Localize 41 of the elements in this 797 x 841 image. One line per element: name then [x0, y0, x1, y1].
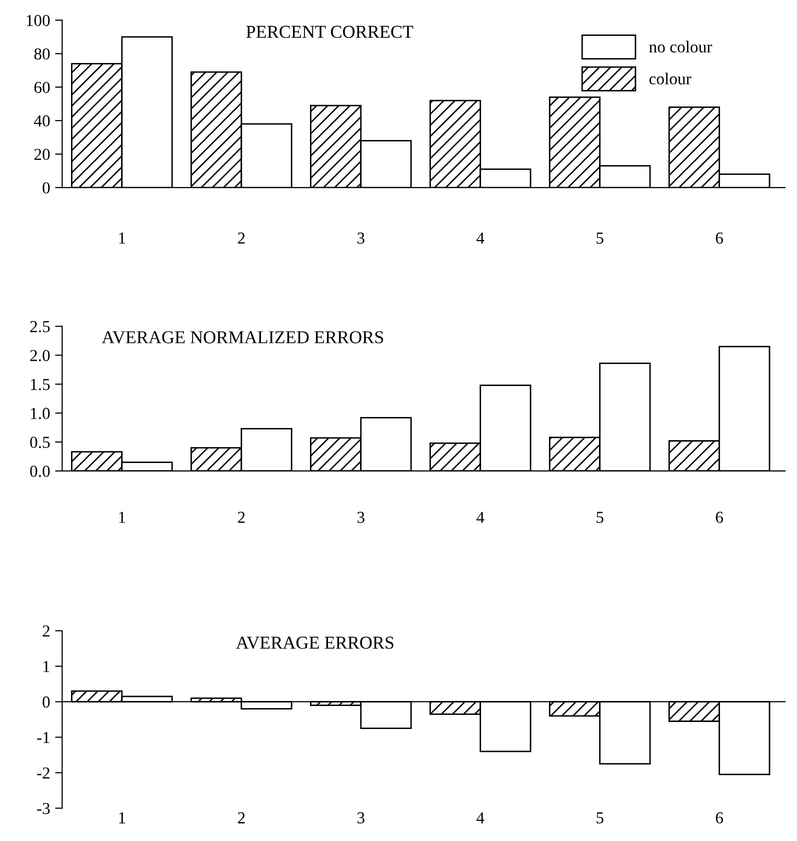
x-tick-label: 5 — [596, 232, 604, 244]
legend-label: no colour — [649, 40, 712, 53]
y-tick-label: 0 — [42, 696, 50, 708]
x-tick-label: 6 — [716, 232, 723, 244]
x-tick-label: 6 — [716, 812, 723, 824]
y-tick-label: 2 — [42, 625, 50, 637]
x-tick-label: 4 — [476, 812, 484, 824]
y-tick-label: 40 — [34, 115, 50, 127]
x-tick-label: 1 — [119, 232, 126, 244]
y-tick-label: 1 — [43, 661, 50, 672]
x-tick-label: 2 — [238, 812, 245, 824]
y-tick-label: 2.0 — [30, 350, 50, 362]
x-tick-label: 2 — [238, 232, 245, 244]
x-tick-label: 3 — [358, 232, 364, 244]
x-tick-label: 5 — [596, 812, 604, 824]
y-tick-label: -2 — [37, 767, 50, 778]
y-tick-label: 0.0 — [30, 466, 50, 477]
x-tick-label: 5 — [596, 512, 604, 523]
x-tick-label: 3 — [358, 812, 364, 824]
x-tick-label: 4 — [476, 512, 484, 523]
x-tick-label: 1 — [119, 512, 126, 523]
y-tick-label: 20 — [34, 148, 50, 160]
y-tick-label: 2.5 — [30, 321, 50, 332]
chart-title: AVERAGE NORMALIZED ERRORS — [102, 331, 384, 344]
x-tick-label: 6 — [716, 512, 723, 523]
y-tick-label: 1.5 — [30, 378, 50, 390]
y-tick-label: 0.5 — [30, 436, 50, 448]
x-tick-label: 1 — [119, 812, 126, 824]
x-tick-label: 4 — [476, 232, 484, 244]
y-tick-label: 0 — [42, 182, 50, 194]
x-tick-label: 2 — [238, 512, 245, 523]
legend-label: colour — [649, 72, 692, 84]
chart-title: AVERAGE ERRORS — [236, 636, 394, 649]
chart-title: PERCENT CORRECT — [246, 26, 414, 38]
y-tick-label: -3 — [37, 802, 50, 814]
y-tick-label: 100 — [26, 14, 50, 26]
y-tick-label: 1.0 — [30, 408, 50, 420]
y-tick-label: 80 — [34, 48, 50, 60]
y-tick-label: 60 — [34, 82, 50, 94]
y-tick-label: -1 — [37, 732, 50, 744]
x-tick-label: 3 — [358, 512, 364, 523]
